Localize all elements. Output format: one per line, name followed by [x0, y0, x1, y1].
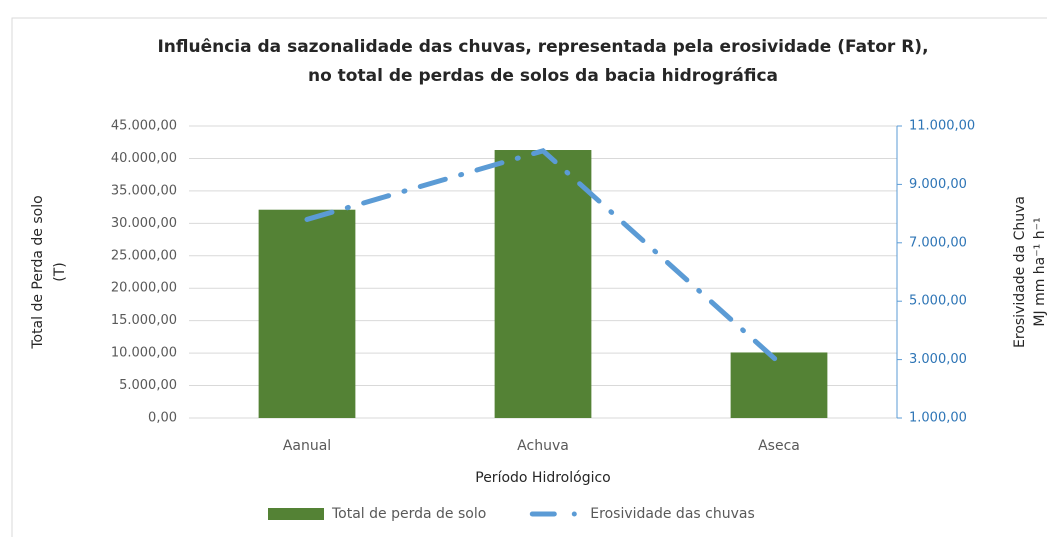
legend-label: Total de perda de solo: [331, 506, 486, 522]
x-tick-label: Achuva: [517, 438, 569, 454]
y-tick-label: 20.000,00: [111, 281, 177, 296]
x-axis-label: Período Hidrológico: [475, 470, 610, 486]
legend-label: Erosividade das chuvas: [590, 506, 754, 522]
y2-tick-label: 3.000,00: [909, 352, 967, 367]
x-tick-label: Aseca: [758, 438, 800, 454]
y2-tick-label: 5.000,00: [909, 294, 967, 309]
y-tick-label: 10.000,00: [111, 346, 177, 361]
bar: [730, 352, 828, 418]
x-tick-label: Aanual: [283, 438, 331, 454]
bar: [258, 209, 356, 418]
legend-swatch: [268, 508, 324, 520]
y-tick-label: 40.000,00: [111, 151, 177, 166]
y2-tick-label: 11.000,00: [909, 119, 975, 134]
bar: [494, 150, 592, 418]
y-tick-label: 45.000,00: [111, 119, 177, 134]
y2-tick-label: 1.000,00: [909, 411, 967, 426]
chart-title: no total de perdas de solos da bacia hid…: [308, 66, 778, 86]
legend-swatch: [571, 511, 577, 517]
y-tick-label: 25.000,00: [111, 248, 177, 263]
y2-axis-label: MJ mm ha⁻¹ h⁻¹: [1032, 217, 1047, 326]
y-tick-label: 0,00: [148, 411, 177, 426]
y-tick-label: 35.000,00: [111, 183, 177, 198]
y-axis-label: Total de Perda de solo: [30, 195, 46, 349]
y2-tick-label: 7.000,00: [909, 235, 967, 250]
chart-title: Influência da sazonalidade das chuvas, r…: [157, 37, 928, 57]
y-tick-label: 30.000,00: [111, 216, 177, 231]
y2-tick-label: 9.000,00: [909, 177, 967, 192]
y-tick-label: 5.000,00: [119, 378, 177, 393]
y-tick-label: 15.000,00: [111, 313, 177, 328]
y2-axis-label: Erosividade da Chuva: [1012, 196, 1028, 348]
line: [304, 148, 782, 366]
y-axis-label: (T): [52, 262, 68, 281]
